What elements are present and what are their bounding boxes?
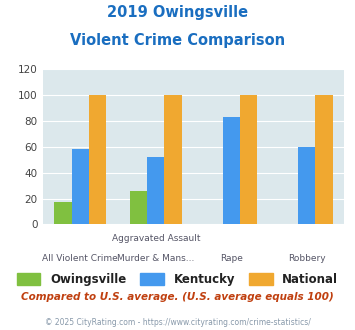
Bar — [72, 149, 89, 224]
Bar — [147, 157, 164, 224]
Bar — [240, 95, 257, 224]
Bar — [164, 95, 182, 224]
Bar — [89, 95, 106, 224]
Legend: Owingsville, Kentucky, National: Owingsville, Kentucky, National — [12, 268, 343, 291]
Text: Murder & Mans...: Murder & Mans... — [117, 254, 195, 263]
Text: Rape: Rape — [220, 254, 242, 263]
Bar — [315, 95, 333, 224]
Text: 2019 Owingsville: 2019 Owingsville — [107, 5, 248, 20]
Text: © 2025 CityRating.com - https://www.cityrating.com/crime-statistics/: © 2025 CityRating.com - https://www.city… — [45, 318, 310, 327]
Text: Robbery: Robbery — [288, 254, 326, 263]
Bar — [298, 147, 315, 224]
Text: Aggravated Assault: Aggravated Assault — [111, 234, 200, 243]
Text: Compared to U.S. average. (U.S. average equals 100): Compared to U.S. average. (U.S. average … — [21, 292, 334, 302]
Text: Violent Crime Comparison: Violent Crime Comparison — [70, 33, 285, 48]
Bar — [130, 191, 147, 224]
Bar — [54, 202, 72, 224]
Text: All Violent Crime: All Violent Crime — [43, 254, 118, 263]
Bar — [223, 117, 240, 224]
